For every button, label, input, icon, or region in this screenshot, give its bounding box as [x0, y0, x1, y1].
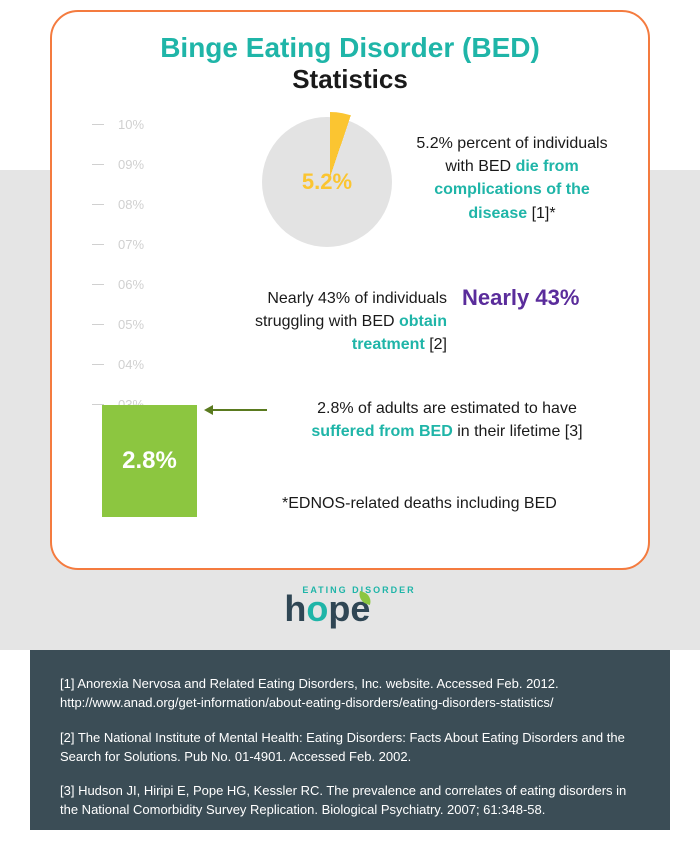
reference-item: [3] Hudson JI, Hiripi E, Pope HG, Kessle…	[60, 782, 640, 820]
pie-circle: 5.2%	[262, 117, 392, 247]
gauge-tick: 05%	[92, 317, 207, 332]
gauge-tick: 10%	[92, 117, 207, 132]
logo: EATING DISORDER hope	[0, 580, 700, 624]
card-subtitle: Statistics	[82, 64, 618, 95]
stat-highlight: suffered from BED	[311, 423, 452, 440]
gauge-tick: 06%	[92, 277, 207, 292]
pie-label: 5.2%	[302, 169, 352, 195]
gauge-bar-label: 2.8%	[122, 447, 177, 475]
stat-prevalence: 2.8% of adults are estimated to have suf…	[287, 397, 607, 443]
stat-mortality: 5.2% percent of individuals with BED die…	[412, 132, 612, 225]
stats-card: Binge Eating Disorder (BED) Statistics 1…	[50, 10, 650, 570]
reference-item: [1] Anorexia Nervosa and Related Eating …	[60, 675, 640, 713]
mortality-pie: 5.2%	[262, 117, 392, 247]
gauge-tick: 04%	[92, 357, 207, 372]
logo-wordmark: hope	[284, 595, 370, 624]
card-title: Binge Eating Disorder (BED)	[82, 32, 618, 64]
gauge-tick: 08%	[92, 197, 207, 212]
arrow-icon	[207, 409, 267, 411]
footnote: *EDNOS-related deaths including BED	[282, 492, 622, 515]
stat-treatment-pct: Nearly 43%	[462, 285, 579, 311]
reference-item: [2] The National Institute of Mental Hea…	[60, 729, 640, 767]
references-panel: [1] Anorexia Nervosa and Related Eating …	[30, 650, 670, 830]
gauge-tick: 09%	[92, 157, 207, 172]
prevalence-gauge: 10%09%08%07%06%05%04%03% 2.8%	[102, 117, 197, 517]
stat-treatment: Nearly 43% of individuals struggling wit…	[227, 287, 447, 357]
gauge-tick: 07%	[92, 237, 207, 252]
gauge-bar: 2.8%	[102, 405, 197, 517]
